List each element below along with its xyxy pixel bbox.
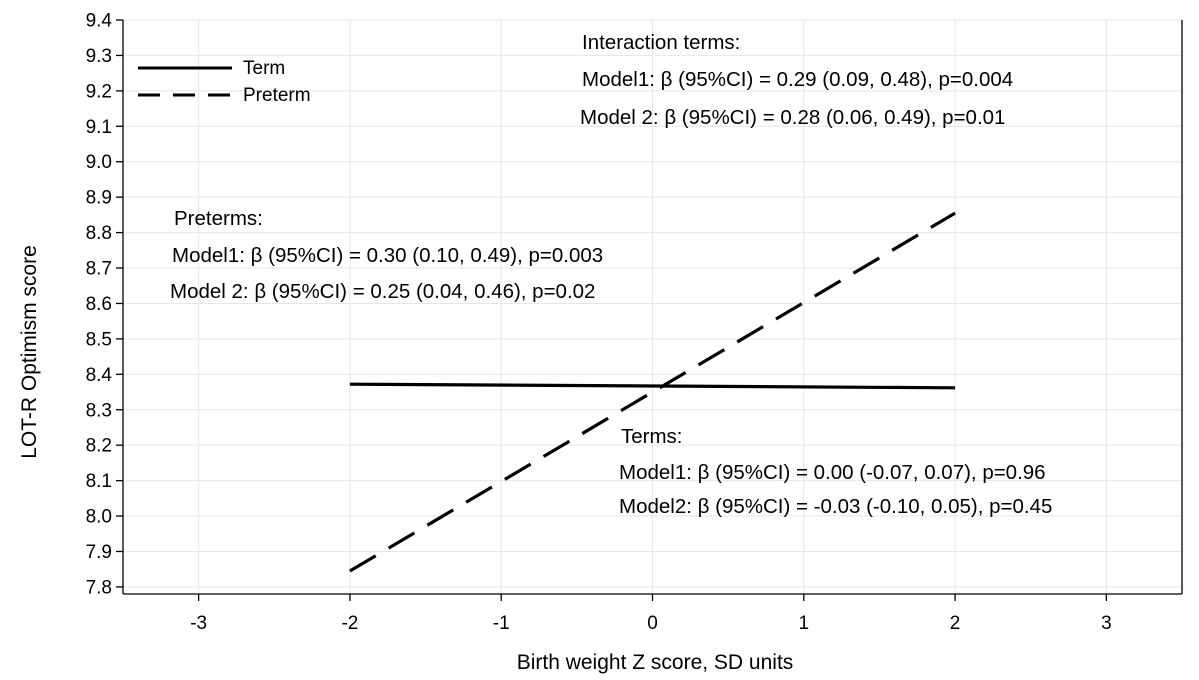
- legend-label-term: Term: [243, 58, 285, 79]
- x-axis-ticks: -3 -2 -1 0 1 2 3: [190, 594, 1112, 634]
- annotation-terms: Terms: Model1: β (95%CI) = 0.00 (-0.07, …: [619, 425, 1052, 518]
- annotation-interaction-terms: Interaction terms: Model1: β (95%CI) = 0…: [580, 31, 1013, 129]
- annotation-preterms-model1: Model1: β (95%CI) = 0.30 (0.10, 0.49), p…: [172, 244, 603, 267]
- y-tick-label: 8.4: [86, 365, 113, 386]
- x-tick-label: -1: [493, 613, 510, 634]
- y-tick-label: 8.0: [86, 507, 112, 528]
- y-tick-label: 8.5: [86, 329, 112, 350]
- y-tick-label: 9.3: [86, 46, 112, 67]
- x-axis-label: Birth weight Z score, SD units: [517, 651, 794, 674]
- y-tick-label: 8.1: [86, 471, 112, 492]
- legend: Term Preterm: [138, 58, 311, 106]
- y-tick-label: 8.9: [86, 188, 112, 209]
- x-tick-label: 1: [798, 613, 809, 634]
- x-tick-label: -3: [190, 613, 207, 634]
- annotation-interaction-model2: Model 2: β (95%CI) = 0.28 (0.06, 0.49), …: [580, 106, 1005, 129]
- series-line-term: [349, 382, 956, 390]
- y-axis-ticks: 7.8 7.9 8.0 8.1 8.2 8.3 8.4 8.5 8.6 8.7 8.8 8.9 9.0 9…: [86, 11, 123, 598]
- y-tick-label: 9.2: [86, 81, 112, 102]
- y-tick-label: 9.4: [86, 11, 113, 32]
- annotation-preterms-model2: Model 2: β (95%CI) = 0.25 (0.04, 0.46), …: [170, 280, 595, 303]
- annotation-terms-model1: Model1: β (95%CI) = 0.00 (-0.07, 0.07), …: [619, 461, 1046, 484]
- series-line-preterm: [349, 211, 956, 573]
- y-tick-label: 8.6: [86, 294, 112, 315]
- y-tick-label: 8.3: [86, 400, 112, 421]
- series-lines: [349, 211, 956, 573]
- x-tick-label: -2: [341, 613, 358, 634]
- annotation-interaction-model1: Model1: β (95%CI) = 0.29 (0.09, 0.48), p…: [582, 68, 1013, 91]
- annotation-terms-title: Terms:: [621, 425, 683, 448]
- y-tick-label: 7.9: [86, 542, 112, 563]
- y-tick-label: 8.8: [86, 223, 112, 244]
- x-tick-label: 2: [950, 613, 961, 634]
- grid: [123, 19, 1182, 594]
- y-axis-label: LOT-R Optimism score: [18, 245, 41, 459]
- annotation-preterms-title: Preterms:: [174, 207, 263, 230]
- legend-label-preterm: Preterm: [243, 85, 311, 106]
- y-tick-label: 8.2: [86, 436, 112, 457]
- x-tick-label: 3: [1101, 613, 1112, 634]
- annotation-terms-model2: Model2: β (95%CI) = -0.03 (-0.10, 0.05),…: [619, 495, 1052, 518]
- x-tick-label: 0: [647, 613, 658, 634]
- y-tick-label: 8.7: [86, 259, 112, 280]
- y-tick-label: 9.0: [86, 152, 112, 173]
- y-tick-label: 9.1: [86, 117, 112, 138]
- annotation-interaction-title: Interaction terms:: [582, 31, 740, 54]
- y-tick-label: 7.8: [86, 577, 112, 598]
- annotation-preterms: Preterms: Model1: β (95%CI) = 0.30 (0.10…: [170, 207, 603, 303]
